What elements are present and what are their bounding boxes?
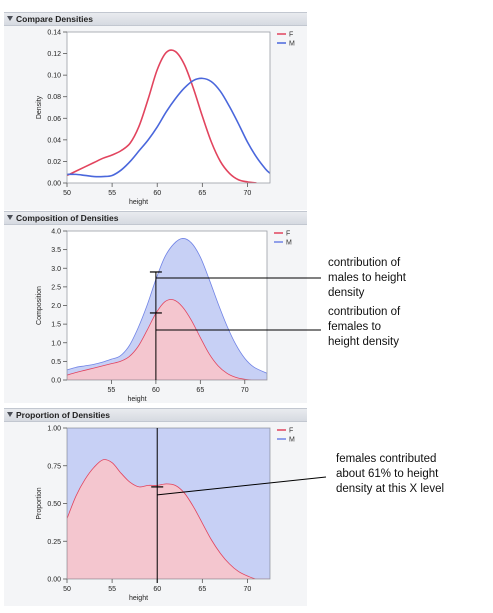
- proportion-of-densities-panel: Proportion of Densities 0.00 0.25 0.50 0.75…: [4, 408, 307, 606]
- panel-title: Proportion of Densities: [16, 410, 110, 420]
- y-tick-label: 0.50: [47, 501, 61, 508]
- y-tick-label: 0.14: [47, 30, 61, 37]
- y-axis-label: Density: [36, 95, 43, 119]
- legend-label-M: M: [286, 240, 292, 247]
- legend-label-M: M: [289, 41, 295, 48]
- legend-label-F: F: [289, 32, 293, 39]
- y-tick-label: 0.06: [47, 116, 61, 123]
- series-group: [67, 238, 267, 380]
- x-axis-label: height: [129, 595, 148, 602]
- x-tick-label: 65: [198, 190, 206, 197]
- legend-label-M: M: [289, 437, 295, 444]
- x-tick-label: 50: [63, 586, 71, 593]
- annotation-females-percentage: females contributed about 61% to height …: [336, 453, 445, 495]
- composition-of-densities-panel: Composition of Densities 0.0 0.5 1.0 1.5 2.0…: [4, 211, 307, 403]
- plot-frame: [66, 31, 271, 184]
- panel-title: Compare Densities: [16, 14, 93, 24]
- x-tick-label: 70: [244, 586, 252, 593]
- y-tick-label: 0.25: [47, 539, 61, 546]
- disclosure-triangle-icon[interactable]: [7, 16, 13, 21]
- y-tick-label: 0.04: [47, 137, 61, 144]
- series-line-M: [67, 77, 270, 178]
- annotation-males-contribution: contribution of males to height density: [328, 257, 406, 299]
- x-axis-label: height: [127, 396, 146, 403]
- compare-densities-chart: 0.00 0.02 0.04 0.06 0.08 0.10 0.12 0.14 50 55 60 65…: [36, 30, 295, 207]
- x-tick-label: 55: [108, 586, 116, 593]
- compare-densities-panel: Compare Densities 0.00 0.02 0.04 0.06 0.08 0.…: [4, 12, 307, 210]
- y-tick-label: 0.75: [47, 463, 61, 470]
- x-tick-label: 70: [244, 190, 252, 197]
- x-tick-label: 60: [152, 387, 160, 394]
- y-tick-label: 0.00: [47, 181, 61, 188]
- y-tick-label: 0.0: [51, 378, 61, 385]
- y-tick-label: 4.0: [51, 229, 61, 236]
- composition-of-densities-chart: 0.0 0.5 1.0 1.5 2.0 2.5 3.0 3.5 4.0 55 60 65 70 heigh…: [36, 229, 292, 404]
- annotation-females-contribution: contribution of females to height densit…: [328, 306, 401, 348]
- y-tick-label: 2.0: [51, 303, 61, 310]
- x-tick-label: 70: [241, 387, 249, 394]
- y-axis-label: Proportion: [36, 487, 43, 519]
- x-tick-label: 55: [108, 190, 116, 197]
- x-tick-label: 65: [196, 387, 204, 394]
- x-axis-label: height: [129, 199, 148, 206]
- y-tick-label: 2.5: [51, 284, 61, 291]
- series-group: [67, 428, 270, 579]
- series-area-F: [67, 299, 267, 380]
- y-axis-label: Composition: [36, 286, 43, 325]
- y-tick-label: 3.0: [51, 266, 61, 273]
- proportion-of-densities-chart: 0.00 0.25 0.50 0.75 1.00 50 55 60 65 70 height Prop…: [36, 426, 295, 603]
- y-tick-label: 0.12: [47, 51, 61, 58]
- disclosure-triangle-icon[interactable]: [7, 412, 13, 417]
- disclosure-triangle-icon[interactable]: [7, 215, 13, 220]
- composition-of-densities-header[interactable]: Composition of Densities: [4, 211, 307, 225]
- y-tick-label: 0.10: [47, 73, 61, 80]
- y-tick-label: 1.0: [51, 340, 61, 347]
- y-tick-label: 0.08: [47, 94, 61, 101]
- x-tick-label: 50: [63, 190, 71, 197]
- y-tick-label: 1.00: [47, 426, 61, 433]
- series-group: [67, 49, 270, 183]
- legend-label-F: F: [286, 231, 290, 238]
- y-tick-label: 1.5: [51, 322, 61, 329]
- y-tick-label: 0.00: [47, 577, 61, 584]
- x-tick-label: 65: [198, 586, 206, 593]
- panel-title: Composition of Densities: [16, 213, 119, 223]
- y-tick-label: 0.02: [47, 159, 61, 166]
- y-tick-label: 0.5: [51, 359, 61, 366]
- x-tick-label: 55: [108, 387, 116, 394]
- series-line-F: [67, 49, 257, 183]
- compare-densities-header[interactable]: Compare Densities: [4, 12, 307, 26]
- proportion-of-densities-header[interactable]: Proportion of Densities: [4, 408, 307, 422]
- x-tick-label: 60: [153, 586, 161, 593]
- x-tick-label: 60: [153, 190, 161, 197]
- legend-label-F: F: [289, 428, 293, 435]
- y-tick-label: 3.5: [51, 247, 61, 254]
